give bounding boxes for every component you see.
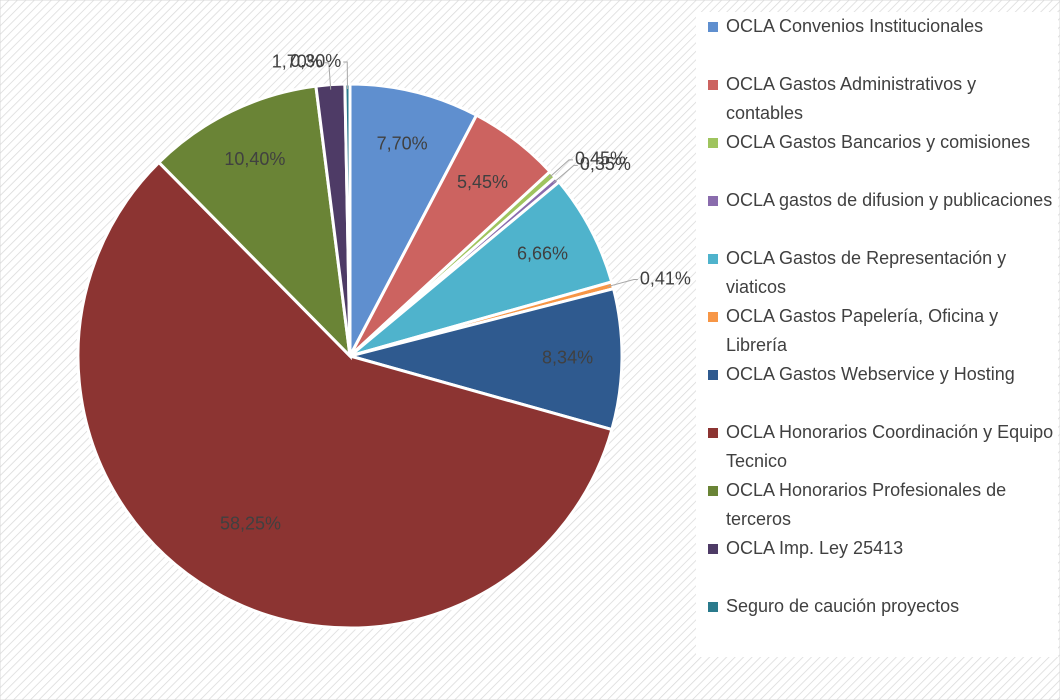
legend-swatch	[708, 138, 718, 148]
leader-line	[607, 279, 638, 288]
legend-item: OCLA Honorarios Coordinación y Equipo Te…	[696, 418, 1056, 476]
data-label: 5,45%	[457, 172, 508, 192]
legend-label: OCLA Gastos Administrativos y contables	[726, 74, 977, 123]
legend-item: OCLA Gastos Bancarios y comisiones	[696, 128, 1056, 157]
legend-item: OCLA Gastos Administrativos y contables	[696, 70, 1056, 128]
legend-item: OCLA Honorarios Profesionales de tercero…	[696, 476, 1056, 534]
legend-item: OCLA Imp. Ley 25413	[696, 534, 1056, 563]
pie-slice	[349, 179, 614, 358]
legend-swatch	[708, 196, 718, 206]
legend-item: Seguro de caución proyectos	[696, 592, 1056, 621]
leader-line	[552, 164, 578, 184]
data-label: 0,41%	[640, 268, 691, 288]
leader-line	[324, 62, 332, 90]
legend-swatch	[708, 254, 718, 264]
data-label: 1,70%	[272, 52, 323, 72]
data-label: 6,66%	[517, 243, 568, 263]
legend-item: OCLA gastos de difusion y publicaciones	[696, 186, 1056, 215]
legend: OCLA Convenios Institucionales OCLA Gasto…	[696, 12, 1058, 657]
legend-label: OCLA Honorarios Coordinación y Equipo Te…	[726, 422, 1054, 471]
data-label: 0,30%	[290, 51, 341, 71]
data-label: 58,25%	[220, 513, 281, 533]
legend-swatch	[708, 602, 718, 612]
data-label: 0,35%	[580, 154, 631, 174]
legend-label: OCLA Imp. Ley 25413	[726, 538, 904, 558]
legend-item: OCLA Gastos Papelería, Oficina y Librerí…	[696, 302, 1056, 360]
legend-swatch	[708, 428, 718, 438]
pie-slice	[156, 84, 353, 361]
data-label: 8,34%	[542, 347, 593, 367]
legend-swatch	[708, 312, 718, 322]
legend-label: OCLA Gastos Bancarios y comisiones	[726, 132, 1031, 152]
leader-line	[548, 159, 573, 179]
legend-swatch	[708, 370, 718, 380]
legend-item: OCLA Gastos Webservice y Hosting	[696, 360, 1056, 389]
legend-label: OCLA Gastos de Representación y viaticos	[726, 248, 1007, 297]
legend-label: Seguro de caución proyectos	[726, 596, 960, 616]
legend-item: OCLA Gastos de Representación y viaticos	[696, 244, 1056, 302]
legend-swatch	[708, 22, 718, 32]
legend-swatch	[708, 544, 718, 554]
pie-slice	[76, 160, 614, 630]
legend-label: OCLA Gastos Papelería, Oficina y Librerí…	[726, 306, 999, 355]
data-label: 0,45%	[575, 149, 626, 169]
legend-swatch	[708, 486, 718, 496]
data-label: 7,70%	[377, 133, 428, 153]
legend-label: OCLA Convenios Institucionales	[726, 16, 984, 36]
legend-label: OCLA Gastos Webservice y Hosting	[726, 364, 1015, 384]
legend-item: OCLA Convenios Institucionales	[696, 12, 1056, 41]
legend-swatch	[708, 80, 718, 90]
leader-line	[343, 61, 348, 90]
data-label: 10,40%	[224, 149, 285, 169]
legend-label: OCLA Honorarios Profesionales de tercero…	[726, 480, 1007, 529]
legend-label: OCLA gastos de difusion y publicaciones	[726, 190, 1053, 210]
pie-slice	[344, 286, 624, 432]
pie-slice	[348, 82, 479, 357]
